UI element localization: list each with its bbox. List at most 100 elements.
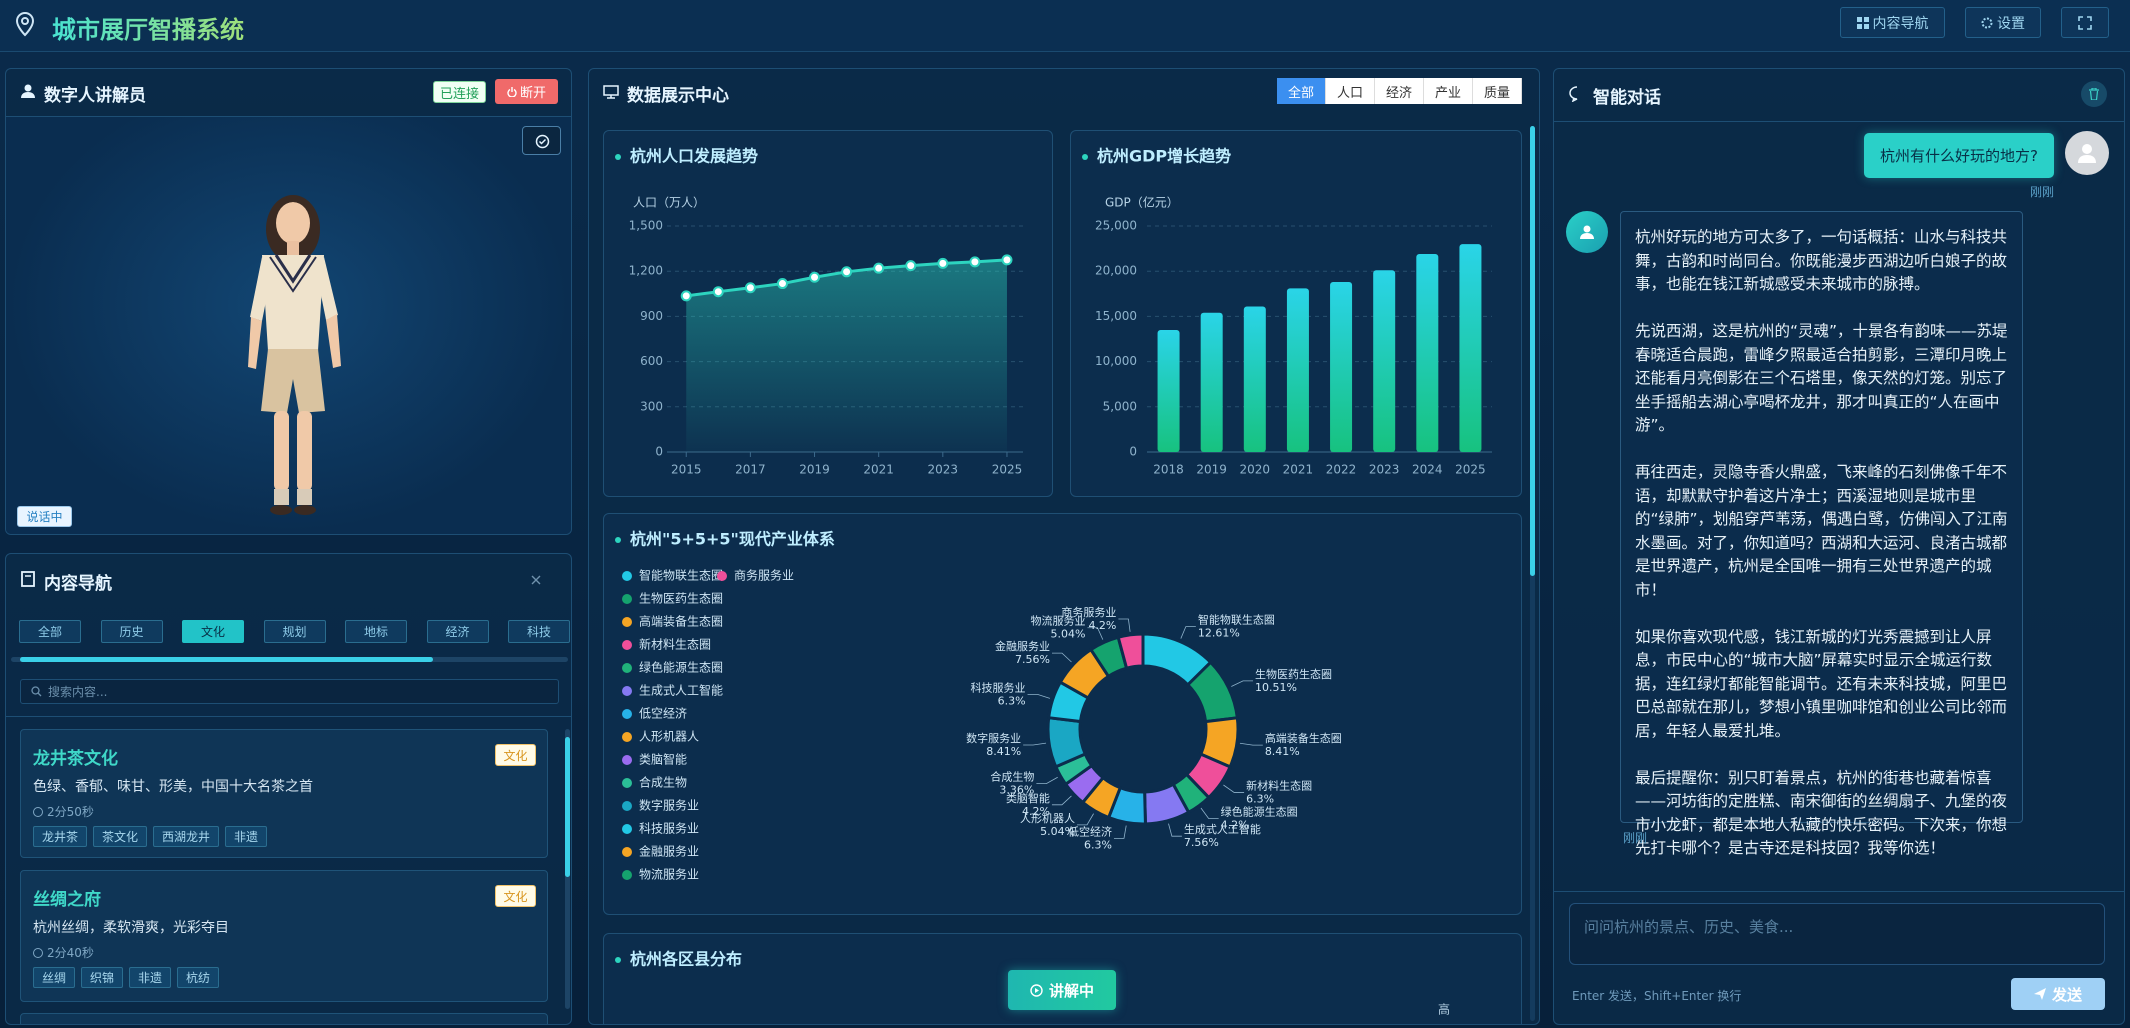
data-tab[interactable]: 质量 <box>1473 78 1522 104</box>
scroll-thumb[interactable] <box>1530 126 1535 576</box>
send-icon <box>2033 988 2046 1000</box>
point <box>905 260 917 272</box>
card-tag: 文化 <box>495 744 536 766</box>
data-tab[interactable]: 全部 <box>1277 78 1326 104</box>
slice-label: 商务服务业 <box>1061 605 1116 619</box>
chat-icon <box>1569 86 1578 102</box>
category-tab[interactable]: 历史 <box>100 620 163 643</box>
nav-button[interactable]: 内容导航 <box>1840 7 1945 38</box>
category-tab[interactable]: 全部 <box>19 620 81 643</box>
card-title: 龙井茶文化 <box>33 749 118 769</box>
y-tick-label: 1,200 <box>629 264 663 278</box>
leader-line <box>1023 742 1047 746</box>
card-list: 龙井茶文化 文化 色绿、香郁、味甘、形美，中国十大名茶之首 2分50秒 龙井茶 茶文化 西湖… <box>20 729 548 1024</box>
send-button[interactable]: 发送 <box>2011 978 2105 1010</box>
trash-icon <box>2089 88 2099 100</box>
answer-paragraph: 如果你喜欢现代感，钱江新城的灯光秀震撼到让人屏息，市民中心的“城市大脑”屏幕实时… <box>1635 627 2008 740</box>
slice-value-label: 12.61% <box>1198 627 1240 640</box>
legend-swatch <box>622 870 632 880</box>
legend-swatch <box>622 801 632 811</box>
category-tab[interactable]: 规划 <box>263 620 326 643</box>
legend-swatch <box>622 732 632 742</box>
settings-button[interactable]: 设置 <box>1965 7 2041 38</box>
disconnect-button[interactable]: 断开 <box>495 79 558 104</box>
clear-button[interactable] <box>2081 81 2107 107</box>
x-tick-label: 2019 <box>799 463 830 477</box>
legend-label: 高端装备生态圈 <box>639 614 723 629</box>
x-tick-label: 2018 <box>1153 463 1184 477</box>
legend-swatch <box>622 686 632 696</box>
category-tab[interactable]: 文化 <box>182 620 244 643</box>
card-description: 杭州丝绸，柔软滑爽，光彩夺目 <box>33 920 229 936</box>
slice-label: 生成式人工智能 <box>1184 822 1261 836</box>
play-button[interactable]: 讲解中 <box>1008 970 1116 1010</box>
chart-title: 杭州人口发展趋势 <box>630 147 758 166</box>
leader-line <box>1168 823 1182 837</box>
clock-icon <box>33 947 43 958</box>
answer-paragraph: 再往西走，灵隐寺香火鼎盛，飞来峰的石刻佛像千年不语，却默默守护着这片净土；西溪湿… <box>1635 463 2008 599</box>
send-label: 发送 <box>2051 985 2082 1004</box>
user-avatar <box>2065 131 2109 175</box>
legend-swatch <box>622 824 632 834</box>
y-tick-label: 600 <box>640 354 663 368</box>
tab-scroll-track <box>11 657 568 662</box>
y-tick-label: 0 <box>655 445 663 459</box>
legend-swatch <box>717 571 727 581</box>
y-tick-label: 25,000 <box>1095 219 1137 233</box>
check-icon <box>535 134 550 149</box>
play-icon <box>1030 983 1043 997</box>
close-icon[interactable] <box>530 574 542 586</box>
bar <box>1200 312 1223 452</box>
leader-line <box>1051 795 1072 806</box>
legend-label: 智能物联生态圈 <box>639 568 723 583</box>
legend-swatch <box>622 617 632 627</box>
legend-label: 商务服务业 <box>734 568 794 583</box>
card-list-divider <box>6 716 571 717</box>
check-button[interactable] <box>522 126 561 155</box>
point <box>841 266 853 278</box>
legend-label: 类脑智能 <box>639 752 687 767</box>
x-tick-label: 2023 <box>1369 463 1400 477</box>
tab-scroll-thumb[interactable] <box>20 657 433 662</box>
duration-text: 2分40秒 <box>47 946 94 960</box>
legend-label: 物流服务业 <box>639 867 699 882</box>
x-tick-label: 2015 <box>671 463 702 477</box>
chart-title: 杭州GDP增长趋势 <box>1097 147 1231 166</box>
x-tick-label: 2023 <box>928 463 959 477</box>
answer-paragraph: 最后提醒你：别只盯着景点，杭州的街巷也藏着惊喜——河坊街的定胜糕、南宋御街的丝绸… <box>1635 768 2008 858</box>
data-tab[interactable]: 产业 <box>1424 78 1473 104</box>
slice-value-label: 6.3% <box>1246 792 1274 805</box>
slice-label: 低空经济 <box>1068 824 1112 838</box>
legend-swatch <box>622 571 632 581</box>
content-card[interactable]: 龙井茶文化 文化 色绿、香郁、味甘、形美，中国十大名茶之首 2分50秒 龙井茶 茶文化 西湖… <box>20 729 548 858</box>
search-placeholder: 搜索内容... <box>48 685 108 699</box>
point <box>680 290 692 302</box>
legend-label: 数字服务业 <box>639 798 699 813</box>
slice-label: 智能物联生态圈 <box>1198 613 1275 627</box>
content-card[interactable]: 丝绸之府 文化 杭州丝绸，柔软滑爽，光彩夺目 2分40秒 丝绸 织锦 非遗 杭纺 <box>20 870 548 1002</box>
scroll-track <box>1530 126 1535 1021</box>
legend-label: 生物医药生态圈 <box>639 592 723 606</box>
x-tick-label: 2025 <box>992 463 1023 477</box>
partial-card <box>20 1013 548 1024</box>
title-dot <box>615 957 621 963</box>
legend-swatch <box>622 755 632 765</box>
y-tick-label: 10,000 <box>1095 354 1137 368</box>
data-tab[interactable]: 经济 <box>1375 78 1424 104</box>
header-divider <box>1554 121 2124 122</box>
person-icon <box>21 84 35 98</box>
x-tick-label: 2021 <box>1283 463 1314 477</box>
category-tab[interactable]: 地标 <box>345 620 407 643</box>
message-input[interactable]: 问问杭州的景点、历史、美食... <box>1569 903 2105 965</box>
category-tab[interactable]: 经济 <box>426 620 489 643</box>
keyword-tag: 茶文化 <box>93 826 148 847</box>
search-box[interactable]: 搜索内容... <box>20 679 559 704</box>
fullscreen-button[interactable] <box>2061 7 2109 38</box>
slice-label: 高端装备生态圈 <box>1265 731 1342 745</box>
y-tick-label: 0 <box>1129 445 1137 459</box>
slice-label: 新材料生态圈 <box>1246 778 1312 792</box>
data-tab[interactable]: 人口 <box>1326 78 1375 104</box>
category-tab[interactable]: 科技 <box>508 620 570 643</box>
card-scroll-thumb[interactable] <box>565 737 570 877</box>
